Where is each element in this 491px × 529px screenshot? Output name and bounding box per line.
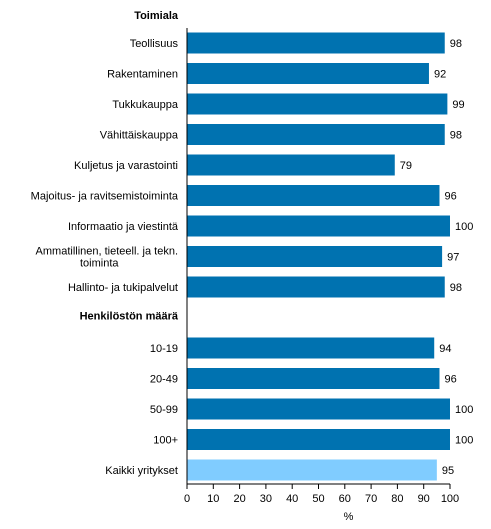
data-label: 98 (450, 130, 462, 142)
category-label: Rakentaminen (107, 69, 178, 81)
x-tick-label: 20 (233, 493, 245, 505)
category-label: Teollisuus (130, 38, 179, 50)
data-label: 92 (434, 69, 446, 81)
category-label: Majoitus- ja ravitsemistoiminta (31, 191, 179, 203)
group-heading: Toimiala (134, 10, 179, 22)
x-tick-label: 100 (441, 493, 459, 505)
data-label: 96 (444, 374, 456, 386)
x-tick-label: 80 (391, 493, 403, 505)
data-label: 100 (455, 221, 473, 233)
bar (187, 276, 445, 298)
data-label: 95 (442, 465, 454, 477)
category-label: Informaatio ja viestintä (68, 221, 179, 233)
data-label: 94 (439, 343, 451, 355)
category-label: 20-49 (150, 374, 178, 386)
bar (187, 368, 440, 389)
bar (187, 185, 440, 206)
plot-area: Toimiala Henkilöstön määrä Teollisuus 98 Rak… (31, 10, 474, 523)
group-heading: Henkilöstön määrä (80, 311, 179, 323)
category-label: Tukkukauppa (112, 99, 179, 111)
data-label: 98 (450, 282, 462, 294)
bar (187, 398, 450, 420)
data-label: 100 (455, 435, 473, 447)
bar (187, 63, 429, 84)
bar (187, 337, 435, 359)
category-label: Hallinto- ja tukipalvelut (68, 282, 178, 294)
category-label: toiminta (80, 258, 119, 270)
data-label: 98 (450, 38, 462, 50)
data-label: 79 (400, 160, 412, 172)
bar (187, 246, 443, 267)
category-label: Ammatillinen, tieteell. ja tekn. (36, 246, 178, 258)
bar (187, 429, 450, 450)
x-tick-label: 60 (339, 493, 351, 505)
data-label: 97 (447, 252, 459, 264)
data-label: 99 (452, 99, 464, 111)
bar (187, 215, 450, 237)
x-axis-title: % (344, 511, 354, 523)
category-label: 100+ (153, 435, 178, 447)
bar (187, 459, 437, 481)
bar (187, 32, 445, 54)
x-tick-label: 0 (184, 493, 190, 505)
category-label: 10-19 (150, 343, 178, 355)
bar (187, 124, 445, 145)
category-label: Vähittäiskauppa (100, 130, 179, 142)
category-label: Kuljetus ja varastointi (74, 160, 178, 172)
bar (187, 93, 448, 115)
bar (187, 154, 395, 176)
x-tick-label: 70 (365, 493, 377, 505)
data-label: 96 (444, 191, 456, 203)
data-label: 100 (455, 404, 473, 416)
x-tick-label: 30 (260, 493, 272, 505)
x-tick-label: 40 (286, 493, 298, 505)
x-tick-label: 10 (207, 493, 219, 505)
category-label: 50-99 (150, 404, 178, 416)
x-tick-label: 50 (312, 493, 324, 505)
x-tick-label: 90 (418, 493, 430, 505)
category-label: Kaikki yritykset (105, 465, 178, 477)
